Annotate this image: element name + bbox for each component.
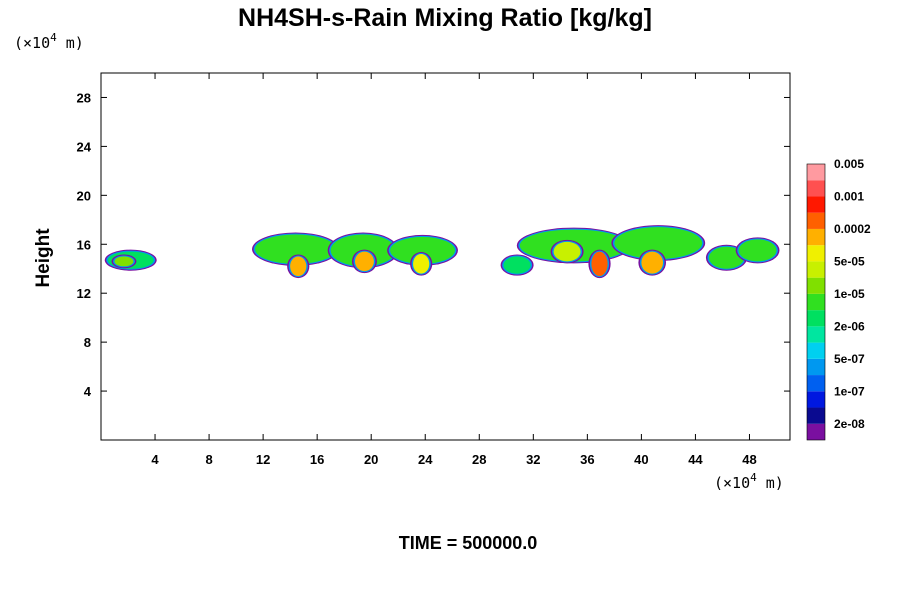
colorbar: 2e-08 1e-07 5e-07 2e-06 1e-05 5e-05 0.0002 0.00… xyxy=(806,157,871,441)
x-tick-label: 24 xyxy=(418,452,433,467)
heat-cell xyxy=(708,246,745,269)
colorbar-swatch xyxy=(807,310,825,327)
colorbar-swatch xyxy=(807,293,825,311)
colorbar-swatch xyxy=(807,358,825,376)
y-tick-label: 20 xyxy=(77,188,91,203)
y-tick-labels: 4 8 12 16 20 24 28 xyxy=(77,90,92,399)
chart-title: NH4SH-s-Rain Mixing Ratio [kg/kg] xyxy=(238,4,652,32)
colorbar-swatch xyxy=(807,212,825,229)
y-tick-label: 12 xyxy=(77,286,91,301)
colorbar-swatch xyxy=(807,391,825,408)
heat-cell xyxy=(503,256,531,274)
heat-cell xyxy=(290,256,307,277)
y-tick-label: 24 xyxy=(77,139,92,154)
x-tick-label: 32 xyxy=(526,452,540,467)
x-tick-label: 16 xyxy=(310,452,324,467)
colorbar-label: 5e-07 xyxy=(834,352,865,366)
colorbar-label: 5e-05 xyxy=(834,254,865,268)
x-tick-label: 48 xyxy=(742,452,756,467)
heat-cell xyxy=(738,239,777,262)
colorbar-label: 2e-08 xyxy=(834,417,865,431)
heat-cell xyxy=(390,236,455,264)
heat-cell xyxy=(114,256,134,267)
colorbar-swatch xyxy=(807,261,825,278)
colorbar-label: 0.005 xyxy=(834,157,864,171)
colorbar-label: 1e-05 xyxy=(834,287,865,301)
x-tick-label: 4 xyxy=(151,452,159,467)
colorbar-swatch xyxy=(807,196,825,213)
y-tick-label: 4 xyxy=(84,384,92,399)
x-tick-label: 28 xyxy=(472,452,486,467)
heat-cell xyxy=(641,251,664,274)
x-tick-label: 12 xyxy=(256,452,270,467)
heat-cell xyxy=(614,227,703,259)
heat-cell xyxy=(413,254,430,274)
x-tick-label: 8 xyxy=(205,452,212,467)
colorbar-swatch xyxy=(807,423,825,440)
x-unit-label: (×104 m) xyxy=(714,471,784,492)
x-tick-label: 40 xyxy=(634,452,648,467)
axis-ticks xyxy=(101,73,790,440)
x-tick-label: 36 xyxy=(580,452,594,467)
x-tick-label: 44 xyxy=(688,452,703,467)
colorbar-swatch xyxy=(807,228,825,246)
colorbar-swatch xyxy=(807,326,825,343)
y-axis-label: Height xyxy=(33,228,54,288)
x-tick-labels: 4 8 12 16 20 24 28 32 36 40 44 48 xyxy=(151,452,756,467)
colorbar-label: 1e-07 xyxy=(834,384,865,398)
heat-cell xyxy=(591,251,608,277)
colorbar-label: 0.0002 xyxy=(834,222,871,236)
heat-cell xyxy=(354,251,374,272)
colorbar-swatch xyxy=(807,245,825,262)
heatmap-cells xyxy=(104,225,780,279)
colorbar-label: 0.001 xyxy=(834,189,864,203)
colorbar-frame xyxy=(806,163,826,441)
y-unit-label: (×104 m) xyxy=(14,31,84,52)
x-tick-label: 20 xyxy=(364,452,378,467)
time-footer: TIME = 500000.0 xyxy=(399,533,538,553)
heat-cell xyxy=(255,234,337,264)
heat-cell xyxy=(553,241,581,262)
y-tick-label: 8 xyxy=(84,335,91,350)
colorbar-swatch xyxy=(807,375,825,392)
y-tick-label: 16 xyxy=(77,237,91,252)
colorbar-swatch xyxy=(807,164,825,181)
y-tick-label: 28 xyxy=(77,90,91,105)
colorbar-swatch xyxy=(807,180,825,197)
colorbar-swatch xyxy=(807,342,825,359)
colorbar-label: 2e-06 xyxy=(834,319,865,333)
colorbar-swatch xyxy=(807,277,825,294)
colorbar-swatch xyxy=(807,407,825,424)
